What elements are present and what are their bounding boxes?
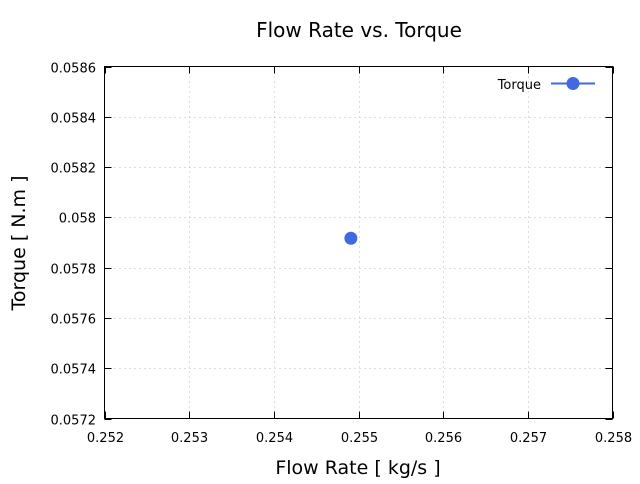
legend: Torque xyxy=(497,77,595,93)
y-axis-label: Torque [ N.m ] xyxy=(8,176,30,312)
y-tick-label: 0.0572 xyxy=(51,414,97,429)
x-tick-label: 0.258 xyxy=(595,431,632,446)
y-tick-label: 0.0576 xyxy=(51,313,97,328)
data-point xyxy=(344,231,358,245)
y-tick-label: 0.0578 xyxy=(51,263,97,278)
y-tick-label: 0.058 xyxy=(59,212,96,227)
x-tick-label: 0.256 xyxy=(425,431,462,446)
y-tick-label: 0.0574 xyxy=(51,363,97,378)
y-tick-label: 0.0582 xyxy=(51,162,97,177)
y-tick-label: 0.0586 xyxy=(51,62,97,77)
x-tick-label: 0.255 xyxy=(341,431,378,446)
legend-label: Torque xyxy=(497,78,541,93)
chart-title: Flow Rate vs. Torque xyxy=(256,18,462,42)
y-tick-label: 0.0584 xyxy=(51,112,97,127)
data-points xyxy=(344,231,358,245)
grid xyxy=(104,66,613,419)
x-tick-label: 0.252 xyxy=(87,431,124,446)
ticks: 0.252 0.253 0.254 0.255 0.256 0.257 0.258 0.057… xyxy=(51,62,633,447)
x-tick-label: 0.254 xyxy=(256,431,293,446)
x-tick-label: 0.253 xyxy=(171,431,208,446)
plot-frame xyxy=(104,66,613,419)
x-axis-label: Flow Rate [ kg/s ] xyxy=(275,457,440,479)
x-tick-label: 0.257 xyxy=(510,431,547,446)
legend-marker xyxy=(566,77,580,90)
